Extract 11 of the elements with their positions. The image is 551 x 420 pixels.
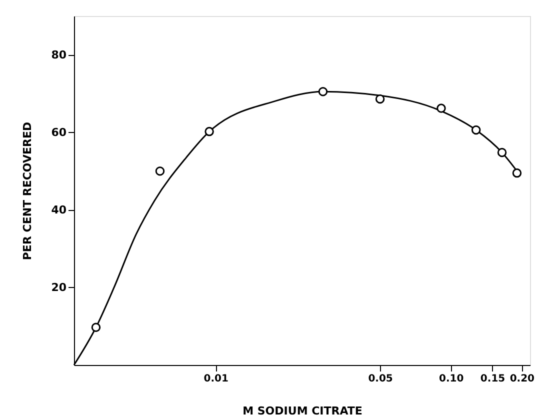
x-tick-label: 0.20 bbox=[510, 374, 535, 384]
y-axis-title: PER CENT RECOVERED bbox=[21, 122, 34, 260]
x-tick-label: 0.05 bbox=[368, 374, 393, 384]
x-axis-title: M SODIUM CITRATE bbox=[242, 404, 362, 418]
x-tick-label: 0.15 bbox=[480, 374, 506, 384]
x-tick-label: 0.10 bbox=[439, 374, 464, 384]
y-tick-label: 60 bbox=[51, 126, 67, 139]
y-tick-label: 20 bbox=[51, 280, 67, 294]
y-tick-label: 80 bbox=[51, 48, 67, 62]
x-tick-label: 0.01 bbox=[204, 374, 228, 384]
y-tick-label: 40 bbox=[51, 203, 67, 216]
